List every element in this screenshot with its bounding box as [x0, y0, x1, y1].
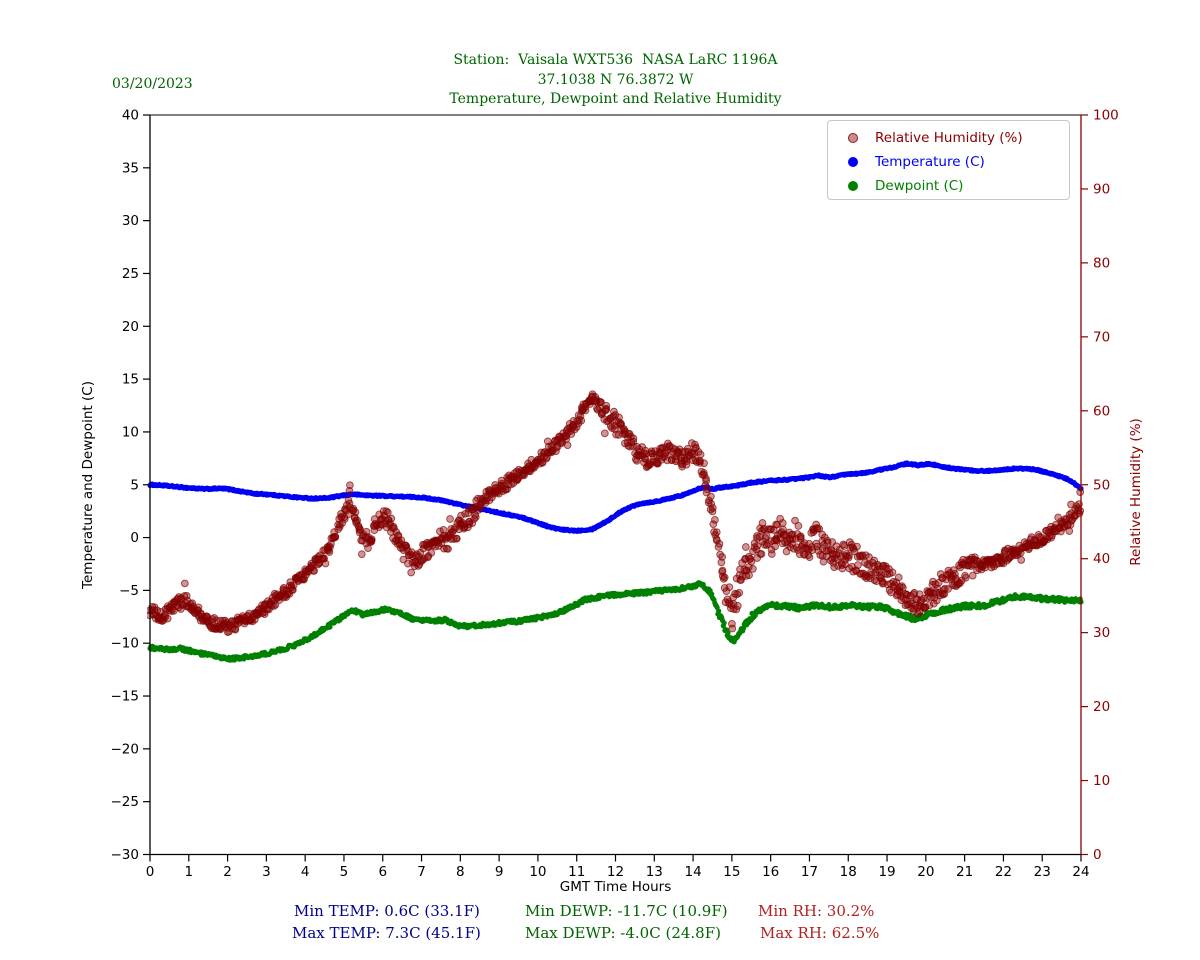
temperature-c-series	[147, 460, 1084, 534]
x-tick-label: 19	[878, 864, 895, 880]
y-left-tick-label: 15	[122, 372, 139, 388]
x-tick-label: 18	[840, 864, 857, 880]
y-right-tick-label: 60	[1093, 403, 1110, 419]
y-left-tick-label: −5	[119, 583, 139, 599]
x-axis-label: GMT Time Hours	[559, 879, 672, 895]
x-tick-label: 6	[378, 864, 387, 880]
y-left-tick-label: 30	[122, 213, 139, 229]
x-tick-label: 15	[723, 864, 740, 880]
y-right-tick-label: 40	[1093, 551, 1110, 567]
y-left-ticks: −30 −25 −20 −15 −10 −5 0 5 10 15 20 25 30 35 40	[111, 108, 150, 863]
y-left-tick-label: 25	[122, 266, 139, 282]
x-tick-label: 14	[684, 864, 701, 880]
y-left-tick-label: 35	[122, 160, 139, 176]
x-tick-label: 16	[762, 864, 779, 880]
y-right-tick-label: 10	[1093, 773, 1110, 789]
x-tick-label: 2	[223, 864, 232, 880]
legend: Relative Humidity (%) Temperature (C) Dewp…	[827, 120, 1070, 200]
stat-max-rh: Max RH: 62.5%	[760, 924, 880, 942]
x-tick-label: 22	[995, 864, 1012, 880]
y-left-tick-label: 0	[130, 530, 139, 546]
chart-title-station: Station: Vaisala WXT536 NASA LaRC 1196A	[453, 52, 778, 68]
x-tick-label: 11	[568, 864, 585, 880]
x-tick-label: 20	[917, 864, 934, 880]
legend-item-relative-humidity: Relative Humidity (%)	[848, 126, 1069, 150]
y-left-tick-label: −10	[111, 636, 140, 652]
x-tick-label: 23	[1034, 864, 1051, 880]
y-left-tick-label: −30	[111, 847, 140, 863]
y-right-tick-label: 100	[1093, 108, 1119, 124]
x-tick-label: 17	[801, 864, 818, 880]
x-tick-label: 24	[1072, 864, 1089, 880]
y-right-tick-label: 0	[1093, 847, 1102, 863]
x-tick-label: 0	[146, 864, 155, 880]
x-tick-label: 7	[417, 864, 426, 880]
x-tick-label: 3	[262, 864, 271, 880]
x-tick-label: 10	[529, 864, 546, 880]
stat-min-dewp: Min DEWP: -11.7C (10.9F)	[525, 902, 728, 920]
x-tick-label: 5	[340, 864, 349, 880]
legend-marker-icon	[848, 181, 858, 191]
dewpoint-c-series	[147, 580, 1084, 663]
y-left-tick-label: 10	[122, 424, 139, 440]
y-right-tick-label: 80	[1093, 255, 1110, 271]
y-left-tick-label: −15	[111, 689, 140, 705]
x-tick-label: 1	[184, 864, 193, 880]
stat-min-rh: Min RH: 30.2%	[758, 902, 875, 920]
y-right-tick-label: 90	[1093, 181, 1110, 197]
y-left-tick-label: −25	[111, 794, 140, 810]
legend-label: Relative Humidity (%)	[875, 130, 1023, 146]
y-right-tick-label: 50	[1093, 477, 1110, 493]
stat-min-temp: Min TEMP: 0.6C (33.1F)	[294, 902, 480, 920]
legend-label: Temperature (C)	[875, 154, 985, 170]
relative-humidity-series	[147, 390, 1084, 636]
y-axis-label-left: Temperature and Dewpoint (C)	[80, 381, 96, 589]
y-right-tick-label: 20	[1093, 699, 1110, 715]
legend-item-temperature-c: Temperature (C)	[848, 150, 1069, 174]
y-left-tick-label: −20	[111, 741, 140, 757]
x-tick-label: 12	[607, 864, 624, 880]
legend-marker-icon	[848, 133, 858, 143]
stat-max-temp: Max TEMP: 7.3C (45.1F)	[292, 924, 481, 942]
legend-marker-icon	[848, 157, 858, 167]
y-left-tick-label: 40	[122, 108, 139, 124]
chart-title-coordinates: 37.1038 N 76.3872 W	[537, 71, 694, 88]
chart-title-subtitle: Temperature, Dewpoint and Relative Humid…	[449, 91, 782, 107]
x-tick-label: 4	[301, 864, 310, 880]
x-tick-label: 9	[495, 864, 504, 880]
chart-title: Station: Vaisala WXT536 NASA LaRC 1196A …	[150, 51, 1081, 110]
legend-label: Dewpoint (C)	[875, 178, 964, 194]
y-right-tick-label: 30	[1093, 625, 1110, 641]
y-left-tick-label: 5	[130, 477, 139, 493]
y-axis-label-right: Relative Humidity (%)	[1128, 418, 1144, 566]
x-tick-label: 13	[646, 864, 663, 880]
stats-annotations: Min TEMP: 0.6C (33.1F) Max TEMP: 7.3C (4…	[0, 0, 879, 942]
y-right-ticks: 0 10 20 30 40 50 60 70 80 90 100	[1081, 108, 1119, 863]
y-left-tick-label: 20	[122, 319, 139, 335]
date-label: 03/20/2023	[112, 76, 193, 92]
stat-max-dewp: Max DEWP: -4.0C (24.8F)	[525, 924, 721, 942]
x-tick-label: 21	[956, 864, 973, 880]
legend-item-dewpoint-c: Dewpoint (C)	[848, 174, 1069, 198]
y-right-tick-label: 70	[1093, 329, 1110, 345]
x-tick-label: 8	[456, 864, 465, 880]
x-axis-ticks: 0 1 2 3 4 5 6 7 8 9 10 11 12 13 14 15 16 17 18 19 20 21 22 23 24	[146, 854, 1090, 880]
